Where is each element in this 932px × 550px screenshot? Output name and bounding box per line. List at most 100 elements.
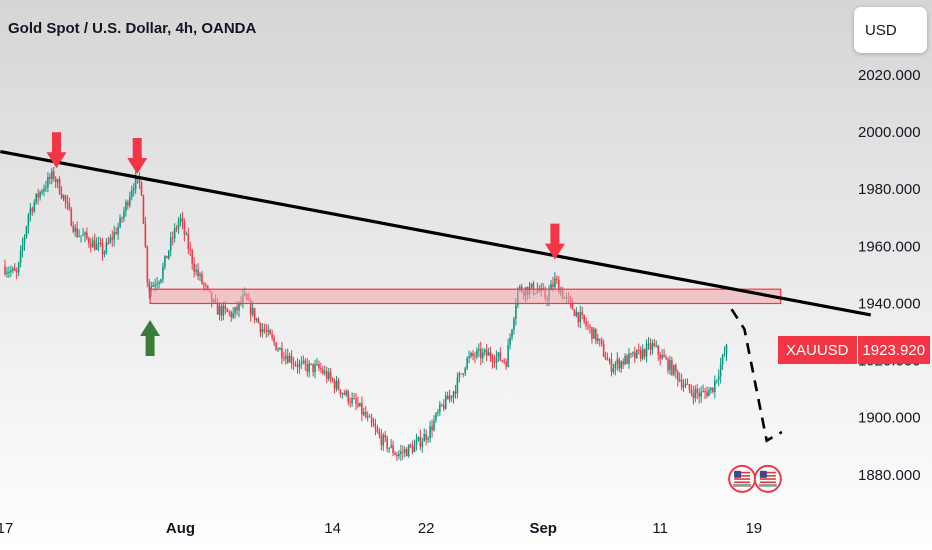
candle-body bbox=[10, 270, 12, 273]
candle-body bbox=[175, 228, 178, 230]
forecast-path[interactable] bbox=[730, 308, 783, 443]
candle-body bbox=[593, 328, 595, 339]
candle-body bbox=[31, 208, 34, 212]
candle-body bbox=[380, 435, 383, 446]
candle-body bbox=[384, 435, 387, 438]
candle-body bbox=[115, 232, 117, 235]
candle-body bbox=[84, 232, 86, 235]
candle-body bbox=[464, 368, 466, 374]
candle-body bbox=[277, 349, 279, 351]
candle-body bbox=[710, 387, 712, 391]
candle-body bbox=[224, 305, 227, 309]
candle-body bbox=[388, 447, 390, 449]
candle-body bbox=[68, 203, 71, 209]
candle-body bbox=[232, 313, 234, 318]
candle-body bbox=[694, 389, 697, 399]
candle-body bbox=[35, 193, 37, 203]
candle-body bbox=[173, 228, 176, 239]
us-flag-icon[interactable] bbox=[753, 464, 782, 493]
candle-body bbox=[606, 359, 609, 361]
candle-body bbox=[162, 266, 164, 280]
candle-body bbox=[296, 364, 299, 368]
candle-body bbox=[390, 445, 392, 448]
candle-body bbox=[345, 391, 348, 395]
candle-body bbox=[425, 434, 427, 440]
candle-body bbox=[692, 392, 695, 399]
candle-body bbox=[4, 266, 6, 274]
candle-body bbox=[659, 354, 661, 359]
price-tag-symbol: XAUUSD bbox=[778, 336, 857, 364]
candle-body bbox=[403, 449, 406, 453]
candle-body bbox=[641, 349, 644, 359]
candle-body bbox=[499, 352, 502, 361]
candle-body bbox=[610, 359, 613, 372]
candle-body bbox=[236, 307, 238, 311]
candle-body bbox=[193, 263, 195, 272]
candle-body bbox=[113, 232, 115, 240]
candle-body bbox=[197, 269, 199, 276]
candle-body bbox=[51, 171, 53, 180]
candle-body bbox=[90, 243, 92, 248]
candle-body bbox=[281, 348, 283, 358]
candle-body bbox=[66, 201, 69, 204]
trend-line[interactable] bbox=[0, 149, 872, 317]
candle-body bbox=[676, 371, 679, 381]
candle-body bbox=[52, 171, 55, 179]
candle-body bbox=[717, 376, 720, 380]
candle-body bbox=[171, 237, 174, 239]
candle-body bbox=[661, 354, 663, 359]
candle-body bbox=[335, 380, 338, 389]
y-tick-label: 1960.000 bbox=[858, 238, 921, 255]
candle-body bbox=[476, 350, 478, 357]
candle-body bbox=[478, 348, 480, 351]
candle-body bbox=[491, 357, 494, 362]
resistance-zone[interactable] bbox=[149, 288, 782, 305]
candle-body bbox=[700, 391, 702, 397]
candle-body bbox=[684, 383, 687, 386]
candle-body bbox=[349, 402, 351, 404]
x-tick-label: 19 bbox=[745, 520, 762, 537]
candle-body bbox=[419, 436, 422, 447]
last-price-tag: XAUUSD 1923.920 bbox=[778, 336, 930, 364]
candle-body bbox=[300, 362, 303, 364]
candle-body bbox=[169, 237, 172, 251]
candle-body bbox=[626, 355, 628, 364]
candle-body bbox=[286, 355, 289, 363]
candle-body bbox=[620, 361, 622, 369]
candle-body bbox=[704, 390, 706, 393]
candle-body bbox=[423, 434, 426, 442]
candle-body bbox=[632, 352, 634, 354]
candle-body bbox=[402, 451, 404, 453]
candle-body bbox=[643, 349, 646, 357]
candle-body bbox=[253, 307, 256, 321]
candle-body bbox=[571, 301, 574, 310]
candle-body bbox=[164, 255, 166, 267]
candle-body bbox=[273, 337, 275, 343]
candle-body bbox=[452, 391, 455, 398]
candle-body bbox=[156, 283, 158, 285]
arrow-up-icon bbox=[140, 320, 161, 357]
candle-body bbox=[361, 402, 363, 415]
candle-body bbox=[292, 363, 295, 365]
candle-body bbox=[37, 193, 39, 198]
candle-body bbox=[318, 364, 320, 369]
candle-body bbox=[688, 384, 691, 390]
candle-body bbox=[665, 357, 667, 359]
currency-button[interactable]: USD bbox=[854, 7, 927, 53]
candle-body bbox=[437, 411, 439, 414]
candle-body bbox=[698, 393, 700, 397]
candle-body bbox=[58, 179, 61, 194]
candle-body bbox=[160, 279, 162, 282]
us-flag-icon[interactable] bbox=[728, 464, 757, 493]
candle-body bbox=[56, 179, 59, 183]
candle-body bbox=[501, 360, 504, 362]
candle-body bbox=[505, 361, 507, 367]
candle-body bbox=[513, 318, 515, 330]
candle-body bbox=[80, 235, 82, 237]
candle-body bbox=[396, 454, 398, 457]
x-tick-label: 14 bbox=[324, 520, 341, 537]
candle-body bbox=[446, 395, 449, 400]
candle-body bbox=[405, 449, 408, 457]
candle-body bbox=[364, 411, 367, 418]
